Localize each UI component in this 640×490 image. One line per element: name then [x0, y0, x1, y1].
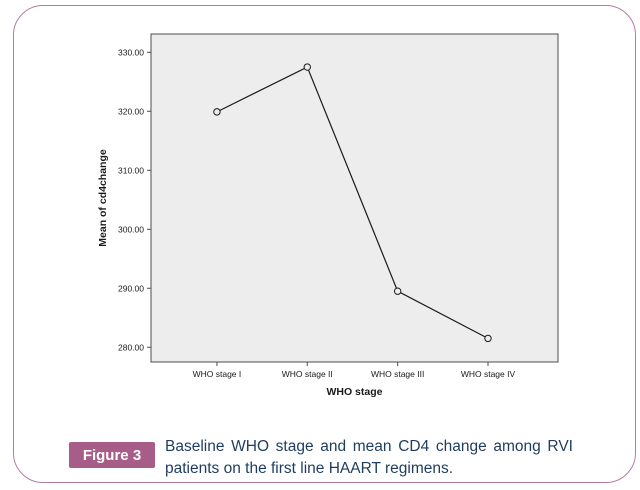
plot-area	[150, 33, 559, 363]
y-tick-label: 330.00	[118, 47, 144, 57]
figure-caption-text: Baseline WHO stage and mean CD4 change a…	[165, 438, 573, 477]
data-point	[213, 108, 221, 116]
y-tick-label: 300.00	[118, 224, 144, 234]
data-line	[216, 66, 489, 339]
y-tick-label: 310.00	[118, 165, 144, 175]
figure-caption-row: Figure 3 Baseline WHO stage and mean CD4…	[69, 436, 573, 480]
x-tick-label: WHO stage I	[193, 369, 242, 379]
figure-card: 280.00 290.00 300.00 310.00 320.00 330.00 WHO …	[13, 5, 636, 483]
x-tick-label: WHO stage IV	[461, 369, 516, 379]
x-tick-label: WHO stage II	[282, 369, 333, 379]
data-point	[393, 287, 402, 295]
y-tick-label: 320.00	[118, 106, 144, 116]
y-tick-label: 280.00	[118, 342, 144, 352]
data-point	[303, 63, 311, 71]
x-tick-label: WHO stage III	[371, 369, 424, 379]
data-point	[484, 334, 492, 343]
y-axis-title: Mean of cd4change	[97, 149, 109, 247]
figure-number-badge: Figure 3	[69, 442, 155, 468]
who-stage-mean-cd4-chart: 280.00 290.00 300.00 310.00 320.00 330.00 WHO …	[97, 33, 559, 398]
x-axis-title: WHO stage	[326, 386, 382, 398]
y-tick-label: 290.00	[118, 283, 144, 293]
